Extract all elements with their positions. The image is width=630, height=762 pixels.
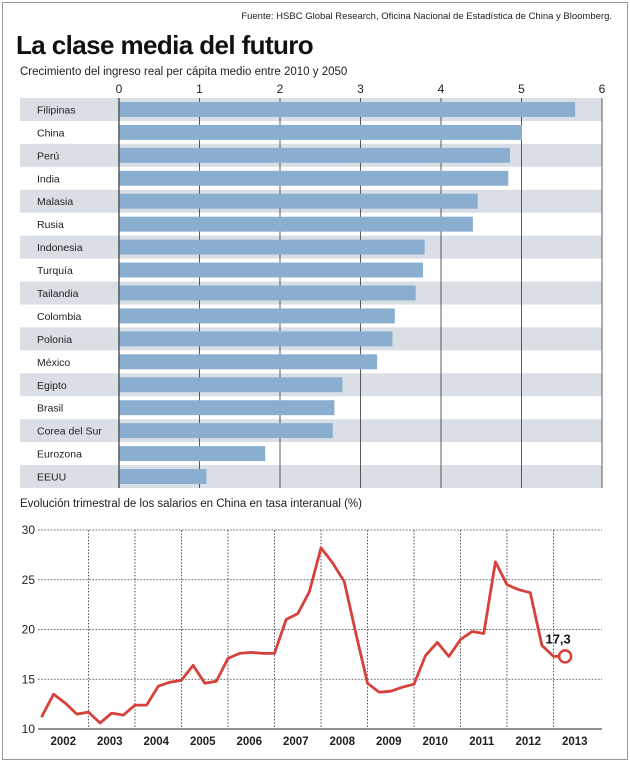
x-tick-label: 2006: [236, 736, 262, 748]
x-tick-label: 2013: [562, 736, 588, 748]
x-tick-label: 2009: [376, 736, 402, 748]
data-label: 17,3: [545, 631, 570, 646]
bar: [119, 377, 343, 393]
x-tick-label: 5: [518, 82, 525, 96]
category-label: China: [37, 127, 65, 139]
x-tick-label: 0: [116, 82, 123, 96]
y-tick-label: 20: [22, 623, 36, 637]
y-tick-label: 10: [22, 722, 36, 736]
category-label: Perú: [37, 150, 59, 162]
category-label: Colombia: [37, 311, 82, 323]
bar: [119, 216, 473, 232]
category-label: Polonia: [37, 334, 72, 346]
x-tick-label: 4: [438, 82, 445, 96]
x-tick-label: 2003: [97, 736, 123, 748]
bar: [119, 400, 335, 416]
x-tick-label: 2010: [422, 736, 448, 748]
source-note: Fuente: HSBC Global Research, Oficina Na…: [241, 11, 612, 22]
category-label: Filipinas: [37, 104, 76, 116]
x-tick-label: 2005: [190, 736, 216, 748]
y-tick-label: 25: [22, 573, 36, 587]
x-tick-label: 2: [277, 82, 284, 96]
series-line: [40, 546, 567, 725]
bar: [119, 170, 509, 186]
y-tick-label: 15: [22, 672, 36, 686]
x-tick-label: 1: [196, 82, 203, 96]
x-tick-label: 2007: [283, 736, 309, 748]
bar: [119, 308, 395, 324]
category-label: Egipto: [37, 380, 67, 392]
category-label: Indonesia: [37, 242, 83, 254]
x-tick-label: 6: [599, 82, 606, 96]
bar: [119, 331, 393, 347]
line-chart-title: Evolución trimestral de los salarios en …: [20, 498, 362, 510]
bar-chart-title: Crecimiento del ingreso real per cápita …: [20, 66, 348, 78]
bar: [119, 469, 207, 484]
category-label: Malasia: [37, 196, 73, 208]
page-title: La clase media del futuro: [16, 30, 314, 60]
bar: [119, 239, 425, 255]
y-tick-label: 30: [22, 523, 36, 537]
bar: [119, 446, 266, 462]
bar: [119, 124, 522, 140]
category-label: Brasil: [37, 403, 63, 415]
x-tick-label: 2012: [515, 736, 541, 748]
x-tick-label: 2008: [329, 736, 355, 748]
bar: [119, 102, 576, 117]
category-label: Corea del Sur: [37, 426, 102, 438]
x-tick-label: 2011: [469, 736, 495, 748]
category-label: Rusia: [37, 219, 64, 231]
x-tick-label: 2004: [143, 736, 169, 748]
category-label: Turquía: [37, 265, 73, 277]
bar: [119, 147, 510, 163]
bar: [119, 285, 416, 301]
category-label: Tailandia: [37, 288, 79, 300]
x-tick-label: 2002: [50, 736, 76, 748]
bar-chart: 0 1 2 3 4 5 6 Filipinas China Perú India Malasia Rus…: [20, 82, 606, 488]
bar: [119, 354, 378, 370]
category-label: EEUU: [37, 472, 66, 484]
bar: [119, 262, 423, 278]
category-label: India: [37, 173, 60, 185]
bar: [119, 193, 478, 209]
endpoint-marker: [557, 649, 573, 664]
bar: [119, 423, 333, 439]
category-label: México: [37, 357, 70, 369]
x-tick-label: 3: [357, 82, 364, 96]
category-label: Eurozona: [37, 449, 82, 461]
